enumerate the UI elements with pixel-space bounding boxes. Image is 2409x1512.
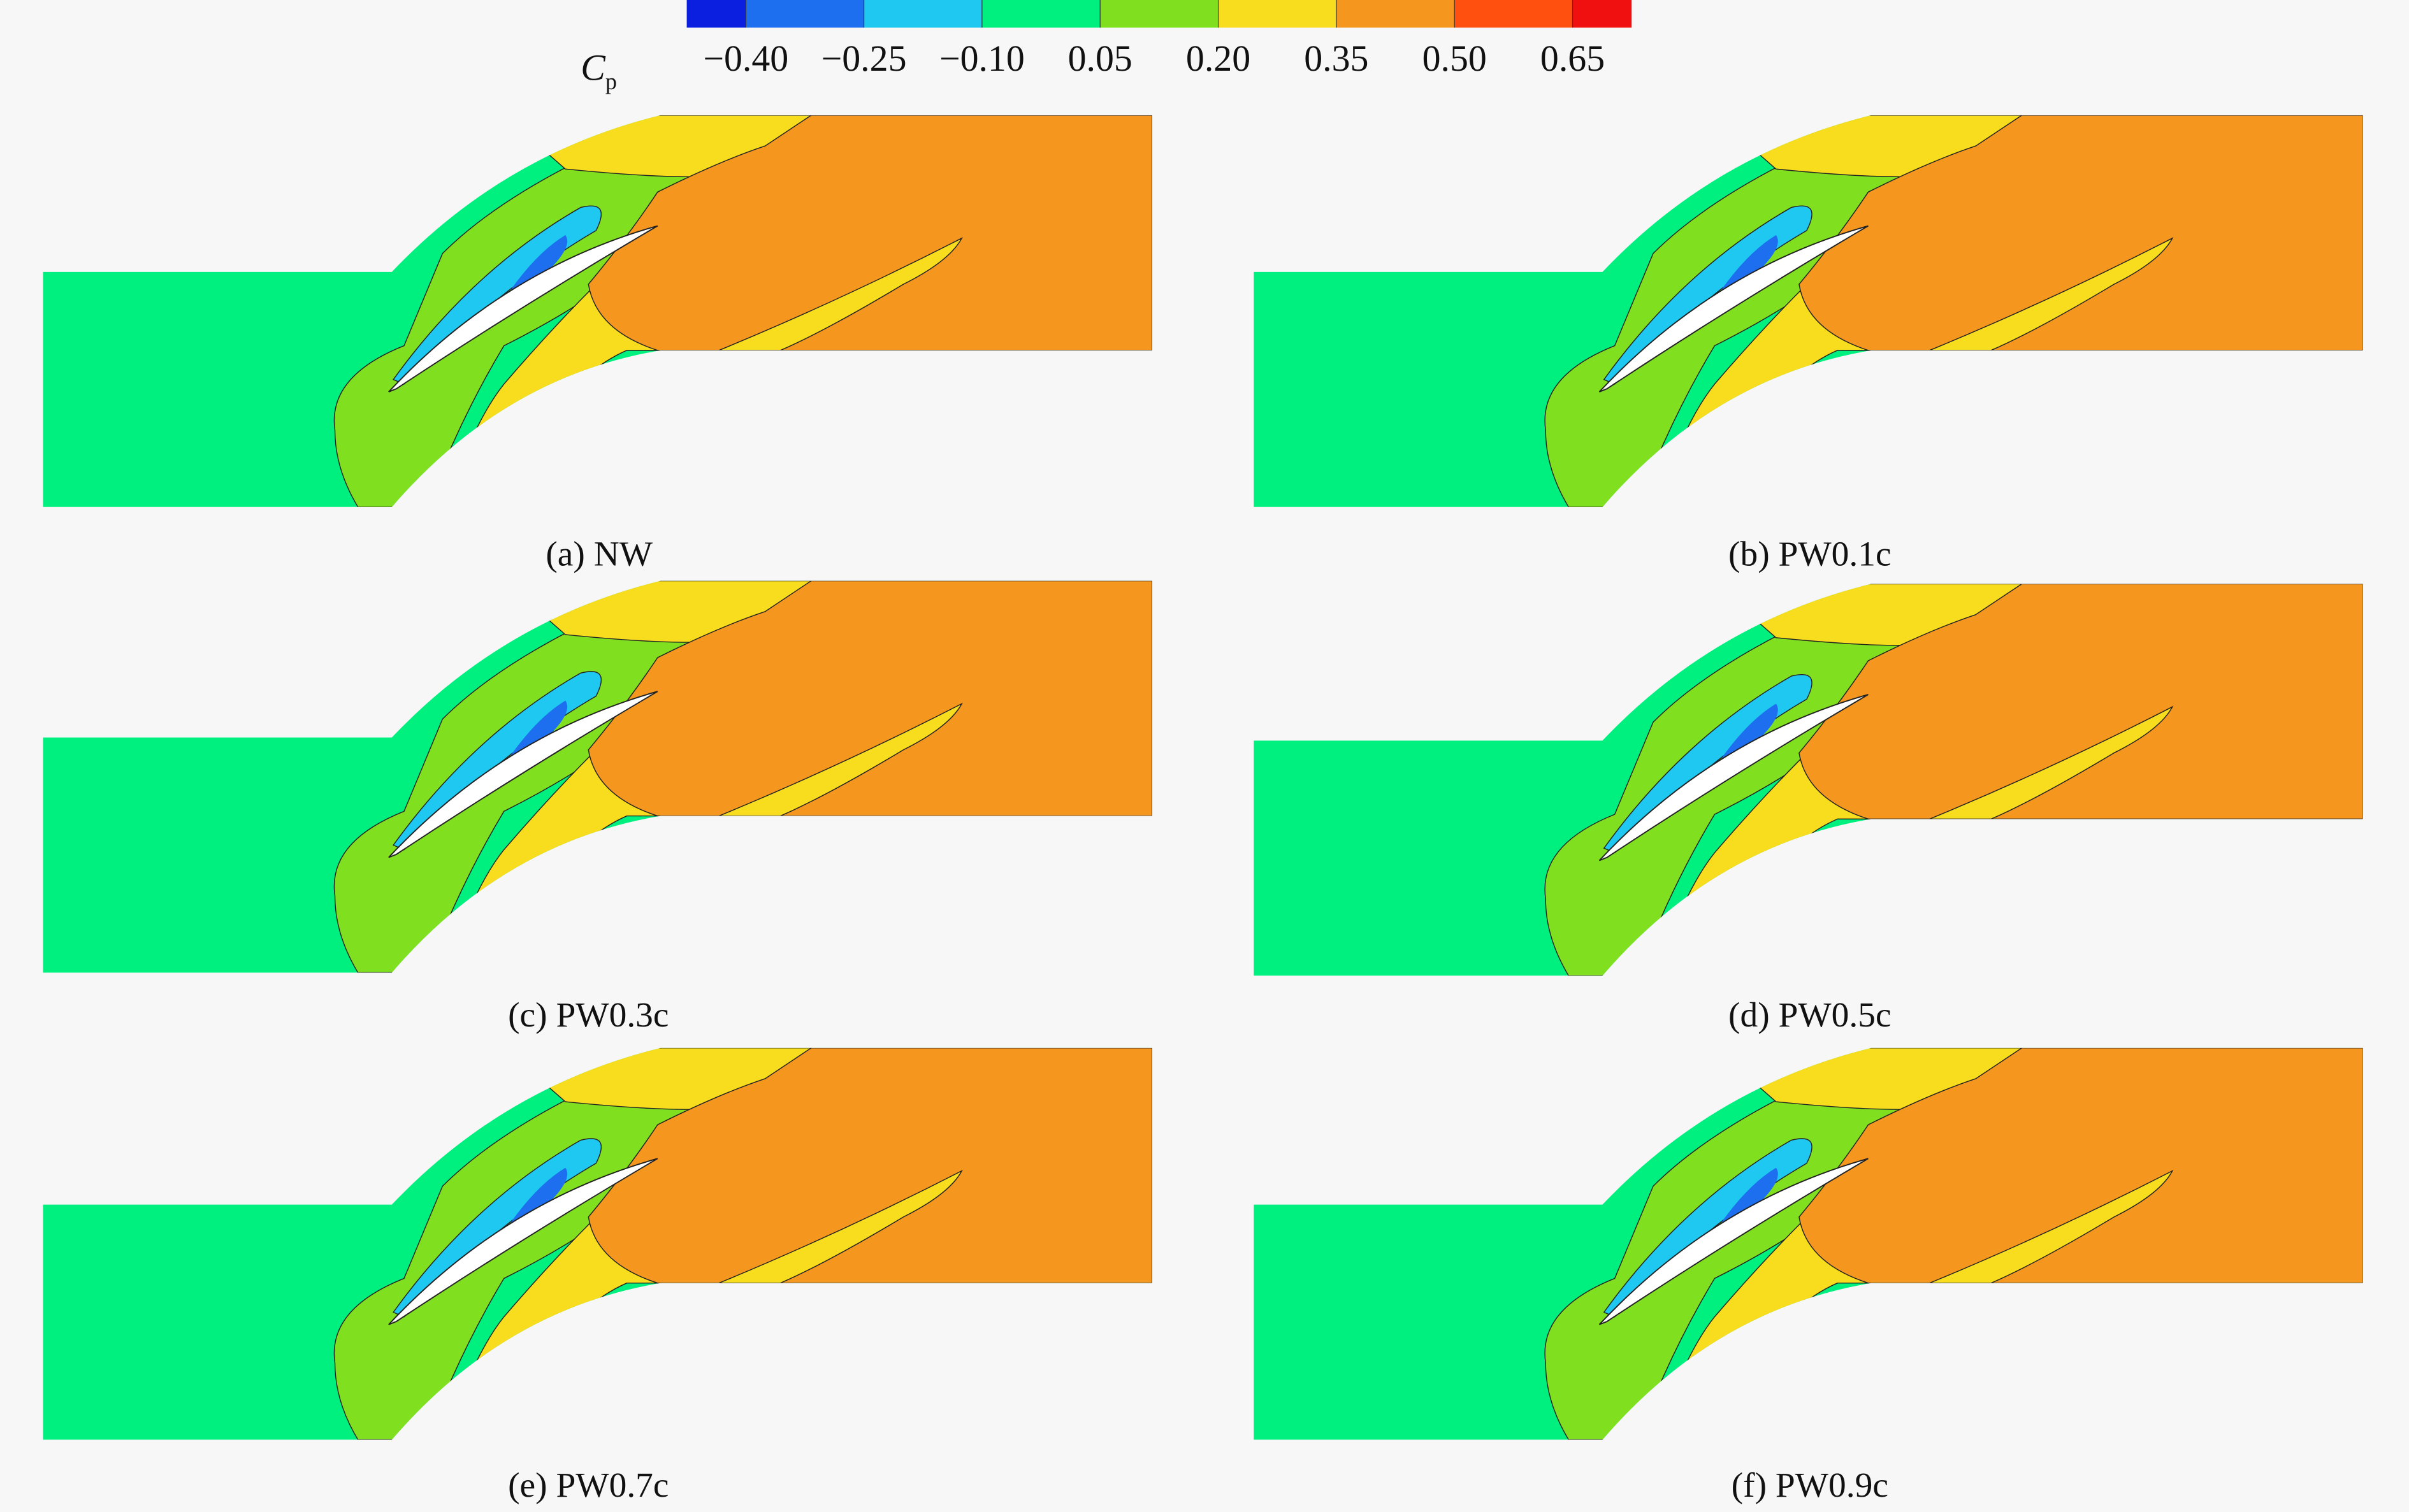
- colorbar-tick-label: 0.50: [1422, 38, 1487, 79]
- colorbar-segment: [1336, 0, 1455, 28]
- colorbar-label-subscript: p: [605, 69, 617, 94]
- colorbar-tick-label: −0.40: [703, 38, 788, 79]
- contour-plot: [43, 115, 1153, 507]
- colorbar-segment: [1100, 0, 1219, 28]
- colorbar-segment: [1572, 0, 1632, 28]
- panel-caption: (a) NW: [546, 534, 653, 573]
- colorbar: −0.40 −0.25 −0.10 0.05 0.20 0.35 0.50 0.65: [686, 0, 1632, 79]
- colorbar-tick-label: 0.20: [1186, 38, 1250, 79]
- colorbar-tick-label: 0.05: [1068, 38, 1132, 79]
- contour-panel: [1254, 584, 2363, 976]
- panel-caption: (e) PW0.7c: [508, 1465, 669, 1504]
- colorbar-tick-label: −0.10: [939, 38, 1025, 79]
- colorbar-segment: [686, 0, 746, 28]
- panel-caption: (d) PW0.5c: [1728, 995, 1892, 1034]
- contour-plot: [1254, 115, 2363, 507]
- panel-caption: (c) PW0.3c: [508, 995, 669, 1034]
- panel-caption: (f) PW0.9c: [1732, 1465, 1888, 1504]
- panel-caption: (b) PW0.1c: [1728, 534, 1892, 573]
- contour-plot: [1254, 1048, 2363, 1440]
- colorbar-tick-label: −0.25: [821, 38, 907, 79]
- contour-plot: [43, 581, 1153, 973]
- colorbar-tick-label: 0.35: [1304, 38, 1368, 79]
- contour-plot: [1254, 584, 2363, 976]
- contour-panel: [43, 115, 1153, 507]
- contour-plot: [43, 1048, 1153, 1440]
- colorbar-segment: [1454, 0, 1573, 28]
- contour-panel: [43, 1048, 1153, 1440]
- colorbar-segment: [864, 0, 982, 28]
- colorbar-tick-label: 0.65: [1540, 38, 1605, 79]
- colorbar-segment: [746, 0, 864, 28]
- contour-panel: [1254, 1048, 2363, 1440]
- colorbar-label: C: [581, 47, 606, 88]
- colorbar-segment: [981, 0, 1101, 28]
- colorbar-segment: [1218, 0, 1336, 28]
- panels: (a) NW (b) PW0.1c (c) PW0.3c (d) PW0.5c (e) …: [43, 115, 2363, 1504]
- contour-panel: [1254, 115, 2363, 507]
- contour-panel: [43, 581, 1153, 973]
